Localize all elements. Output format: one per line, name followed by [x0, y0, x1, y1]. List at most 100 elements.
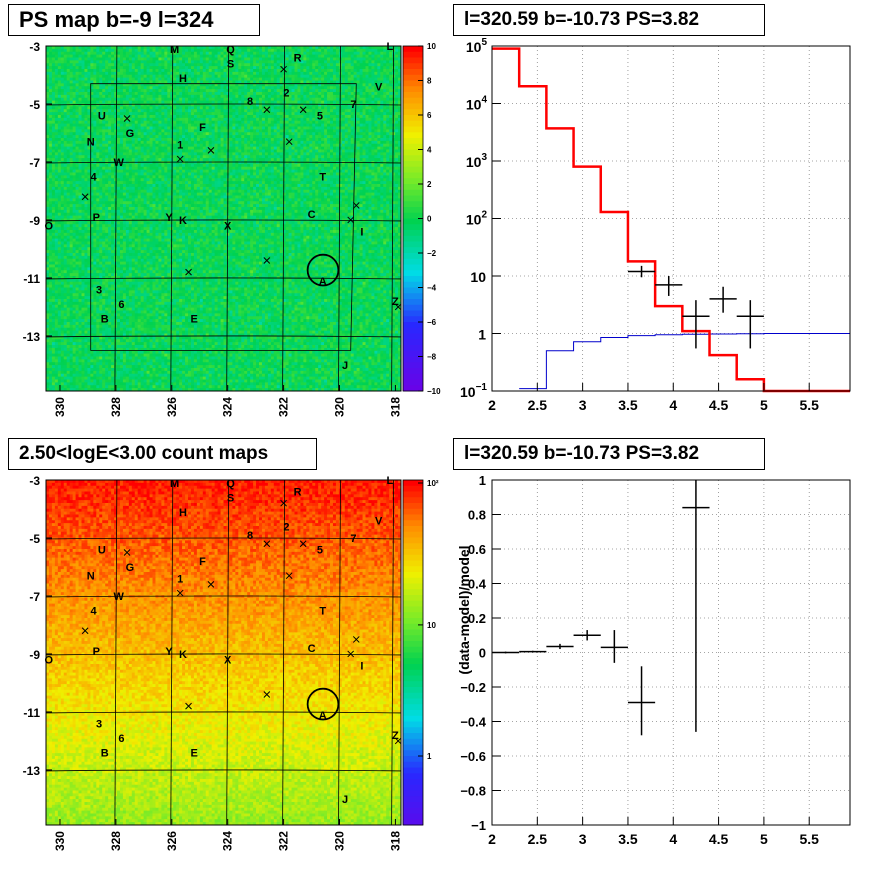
map-pixel — [224, 127, 227, 130]
map-pixel — [327, 75, 330, 78]
map-pixel — [185, 46, 188, 49]
map-pixel — [191, 138, 194, 141]
map-pixel — [84, 75, 87, 78]
map-pixel — [297, 150, 300, 153]
map-pixel — [348, 75, 351, 78]
map-pixel — [330, 144, 333, 147]
map-pixel — [309, 86, 312, 89]
map-pixel — [99, 75, 102, 78]
map-pixel — [256, 69, 259, 72]
map-pixel — [117, 144, 120, 147]
map-pixel — [330, 138, 333, 141]
map-pixel — [306, 86, 309, 89]
map-pixel — [386, 92, 389, 95]
map-pixel — [306, 121, 309, 124]
map-pixel — [70, 115, 73, 118]
map-pixel — [268, 75, 271, 78]
map-pixel — [395, 98, 398, 101]
map-pixel — [138, 52, 141, 55]
map-pixel — [389, 58, 392, 61]
map-pixel — [153, 132, 156, 135]
map-pixel — [315, 92, 318, 95]
map-pixel — [200, 109, 203, 112]
map-pixel — [363, 138, 366, 141]
map-pixel — [158, 63, 161, 66]
map-pixel — [374, 46, 377, 49]
map-pixel — [360, 104, 363, 107]
map-pixel — [351, 75, 354, 78]
map-pixel — [197, 115, 200, 118]
map-pixel — [161, 109, 164, 112]
map-pixel — [99, 132, 102, 135]
map-pixel — [167, 69, 170, 72]
map-pixel — [135, 92, 138, 95]
map-pixel — [120, 63, 123, 66]
map-pixel — [176, 132, 179, 135]
map-pixel — [55, 115, 58, 118]
map-pixel — [138, 92, 141, 95]
map-pixel — [176, 121, 179, 124]
map-pixel — [84, 52, 87, 55]
map-pixel — [194, 75, 197, 78]
map-pixel — [221, 52, 224, 55]
map-pixel — [209, 75, 212, 78]
map-pixel — [212, 127, 215, 130]
map-pixel — [55, 132, 58, 135]
map-pixel — [61, 69, 64, 72]
map-pixel — [392, 127, 395, 130]
map-pixel — [386, 138, 389, 141]
map-pixel — [253, 155, 256, 158]
map-pixel — [238, 115, 241, 118]
map-pixel — [268, 115, 271, 118]
map-pixel — [96, 69, 99, 72]
map-pixel — [158, 138, 161, 141]
map-pixel — [235, 161, 238, 164]
map-pixel — [161, 150, 164, 153]
map-pixel — [158, 109, 161, 112]
map-pixel — [250, 127, 253, 130]
map-pixel — [238, 98, 241, 101]
map-pixel — [386, 58, 389, 61]
map-pixel — [114, 127, 117, 130]
map-pixel — [58, 150, 61, 153]
map-pixel — [374, 155, 377, 158]
map-pixel — [295, 109, 298, 112]
map-pixel — [99, 144, 102, 147]
map-pixel — [333, 75, 336, 78]
map-pixel — [312, 161, 315, 164]
map-pixel — [147, 46, 150, 49]
map-pixel — [46, 58, 49, 61]
map-pixel — [357, 46, 360, 49]
map-pixel — [274, 127, 277, 130]
map-pixel — [265, 86, 268, 89]
map-pixel — [303, 150, 306, 153]
map-pixel — [377, 52, 380, 55]
map-pixel — [197, 161, 200, 164]
map-pixel — [108, 75, 111, 78]
map-pixel — [324, 127, 327, 130]
map-pixel — [221, 115, 224, 118]
map-pixel — [312, 86, 315, 89]
map-pixel — [247, 92, 250, 95]
map-pixel — [188, 144, 191, 147]
map-pixel — [262, 121, 265, 124]
map-pixel — [292, 127, 295, 130]
map-pixel — [224, 150, 227, 153]
map-pixel — [76, 98, 79, 101]
map-pixel — [312, 75, 315, 78]
map-pixel — [84, 63, 87, 66]
map-pixel — [389, 109, 392, 112]
map-pixel — [150, 109, 153, 112]
map-pixel — [182, 46, 185, 49]
map-pixel — [129, 155, 132, 158]
map-pixel — [191, 150, 194, 153]
map-pixel — [244, 138, 247, 141]
map-pixel — [46, 109, 49, 112]
map-pixel — [64, 127, 67, 130]
map-pixel — [132, 52, 135, 55]
map-pixel — [120, 75, 123, 78]
map-pixel — [309, 121, 312, 124]
map-pixel — [105, 86, 108, 89]
map-pixel — [392, 98, 395, 101]
map-pixel — [339, 121, 342, 124]
